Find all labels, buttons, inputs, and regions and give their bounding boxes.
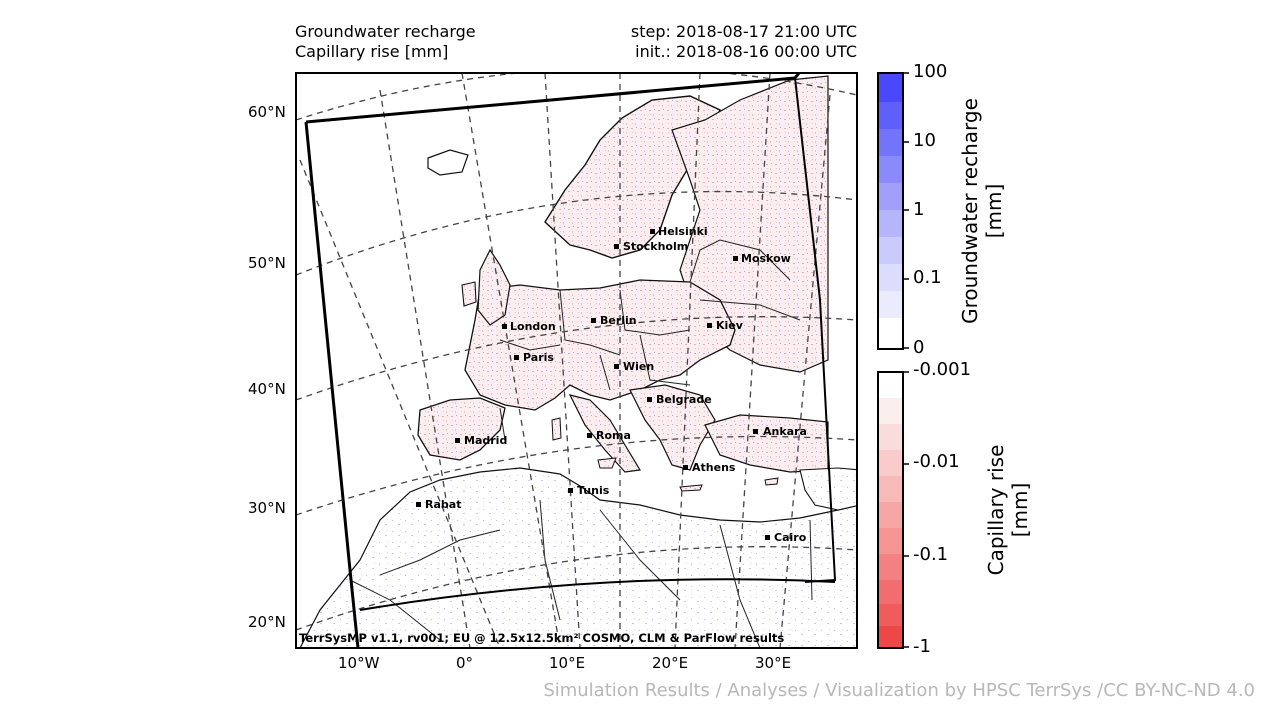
country-borders xyxy=(349,239,813,648)
city-roma: Roma xyxy=(587,429,631,442)
svg-text:Moskow: Moskow xyxy=(741,252,791,265)
lat-label-60n: 60°N xyxy=(248,103,286,121)
capillary-tick-0-001: -0.001 xyxy=(913,359,972,380)
svg-text:Helsinki: Helsinki xyxy=(658,225,708,238)
svg-text:Cairo: Cairo xyxy=(774,531,807,544)
city-london: London xyxy=(502,320,556,333)
city-belgrade: Belgrade xyxy=(647,393,712,406)
colorbar-recharge xyxy=(877,72,904,350)
recharge-label: Groundwater recharge [mm] xyxy=(958,98,1006,324)
city-stockholm: Stockholm xyxy=(614,240,688,253)
capillary-tick-0-1: -0.1 xyxy=(913,544,949,565)
lon-label-20e: 20°E xyxy=(652,654,689,672)
recharge-tick-0: 0 xyxy=(913,337,925,358)
city-moskow: Moskow xyxy=(733,252,791,265)
recharge-tick-1: 1 xyxy=(913,199,925,220)
recharge-tick-100: 100 xyxy=(913,61,948,82)
map-frame xyxy=(295,72,858,649)
city-kiev: Kiev xyxy=(707,319,744,332)
lon-label-10w: 10°W xyxy=(338,654,380,672)
init-timestamp: init.: 2018-08-16 00:00 UTC xyxy=(635,42,857,61)
svg-text:Belgrade: Belgrade xyxy=(656,393,712,406)
domain-boundary-left xyxy=(304,121,360,648)
capillary-label: Capillary rise [mm] xyxy=(984,444,1032,576)
colorbar-capillary xyxy=(877,371,904,649)
attribution-footer: Simulation Results / Analyses / Visualiz… xyxy=(543,680,1255,701)
lon-label-30e: 30°E xyxy=(755,654,792,672)
city-madrid: Madrid xyxy=(455,434,507,447)
map-subtitle: Capillary rise [mm] xyxy=(295,42,449,61)
svg-text:Roma: Roma xyxy=(596,429,631,442)
recharge-tick-0-1: 0.1 xyxy=(913,267,942,288)
lat-label-50n: 50°N xyxy=(248,254,286,272)
city-athens: Athens xyxy=(683,461,736,474)
lon-label-0: 0° xyxy=(456,654,474,672)
map-title: Groundwater recharge xyxy=(295,22,476,41)
city-wien: Wien xyxy=(614,360,654,373)
land-europe xyxy=(417,75,829,492)
model-credit: TerrSysMP v1.1, rv001; EU @ 12.5x12.5km²… xyxy=(299,631,784,645)
land-africa xyxy=(299,467,857,648)
lat-label-20n: 20°N xyxy=(248,613,286,631)
svg-text:Tunis: Tunis xyxy=(577,484,610,497)
lon-label-10e: 10°E xyxy=(549,654,586,672)
city-helsinki: Helsinki xyxy=(650,225,708,238)
colorbar-ticks xyxy=(903,72,909,648)
city-paris: Paris xyxy=(514,351,554,364)
lat-label-40n: 40°N xyxy=(248,380,286,398)
svg-text:Ankara: Ankara xyxy=(763,425,807,438)
city-cairo: Cairo xyxy=(765,531,807,544)
svg-text:Rabat: Rabat xyxy=(425,498,461,511)
svg-text:Madrid: Madrid xyxy=(464,434,507,447)
city-berlin: Berlin xyxy=(591,314,637,327)
city-ankara: Ankara xyxy=(753,425,807,438)
domain-boundary-bottom xyxy=(359,578,836,611)
svg-text:Stockholm: Stockholm xyxy=(623,240,688,253)
svg-text:Paris: Paris xyxy=(523,351,554,364)
recharge-tick-10: 10 xyxy=(913,130,936,151)
capillary-tick-0-01: -0.01 xyxy=(913,451,960,472)
capillary-tick-1: -1 xyxy=(913,636,931,657)
city-markers: Helsinki Stockholm Moskow London Berlin … xyxy=(416,225,807,544)
svg-text:Kiev: Kiev xyxy=(716,319,744,332)
svg-text:Wien: Wien xyxy=(623,360,654,373)
svg-text:London: London xyxy=(510,320,556,333)
svg-text:Berlin: Berlin xyxy=(600,314,637,327)
city-rabat: Rabat xyxy=(416,498,461,511)
lat-label-30n: 30°N xyxy=(248,499,286,517)
step-timestamp: step: 2018-08-17 21:00 UTC xyxy=(630,22,857,41)
city-tunis: Tunis xyxy=(568,484,610,497)
svg-text:Athens: Athens xyxy=(692,461,736,474)
